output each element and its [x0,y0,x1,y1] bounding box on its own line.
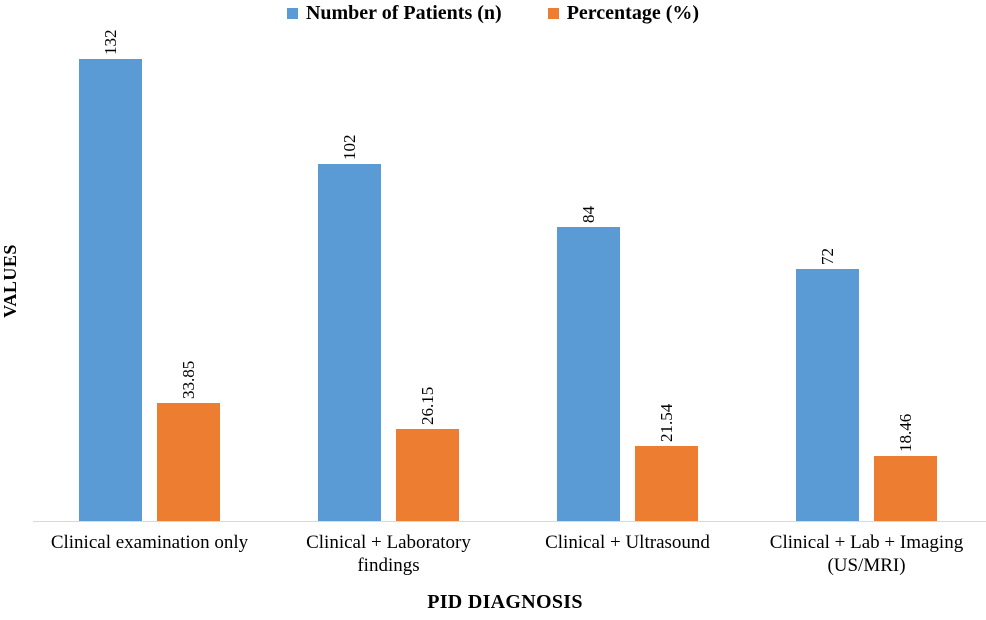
bar-value-label: 26.15 [417,387,437,426]
legend: Number of Patients (n) Percentage (%) [0,2,986,25]
bar-value-label: 21.54 [656,403,676,442]
bar-value-label: 84 [578,206,598,223]
bar-series-0-cat-0 [79,59,142,521]
bar-value-label: 132 [100,29,120,56]
legend-swatch-percentage [547,8,559,19]
y-axis-title: VALUES [0,244,20,318]
legend-item-patients: Number of Patients (n) [286,2,502,25]
legend-swatch-patients [286,8,298,19]
category-label: Clinical examination only [50,532,249,553]
legend-label-percentage: Percentage (%) [566,2,700,24]
legend-label-patients: Number of Patients (n) [305,2,502,24]
bar-series-1-cat-2 [635,445,698,521]
x-axis-line [33,521,986,522]
bar-value-label: 33.85 [178,360,198,399]
bar-series-0-cat-3 [796,269,859,521]
bar-series-1-cat-0 [157,402,220,521]
bar-series-0-cat-1 [318,164,381,521]
category-label: Clinical + Ultrasound [545,532,710,553]
bar-value-label: 102 [339,134,359,161]
legend-item-percentage: Percentage (%) [547,2,700,25]
bar-series-1-cat-1 [396,429,459,521]
category-label: Clinical + Lab + Imaging (US/MRI) [769,532,964,576]
bar-value-label: 18.46 [895,414,915,453]
bar-series-0-cat-2 [557,227,620,521]
x-axis-title: PID DIAGNOSIS [427,591,583,613]
category-label: Clinical + Laboratory findings [306,532,471,576]
bar-series-1-cat-3 [874,456,937,521]
bar-value-label: 72 [817,248,837,265]
